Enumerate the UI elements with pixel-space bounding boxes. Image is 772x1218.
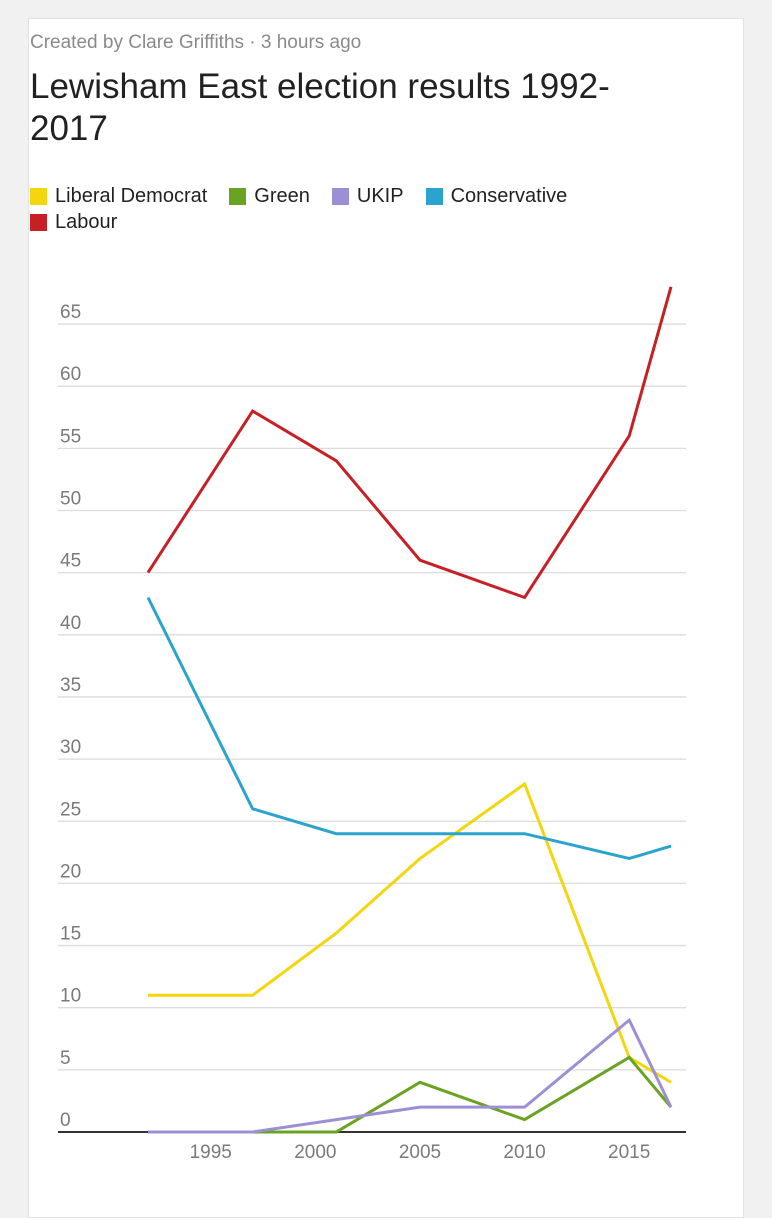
x-tick-label: 2000 [294,1142,336,1163]
legend-label: UKIP [356,184,404,207]
chart-card [28,18,744,1218]
legend-label: Liberal Democrat [55,184,208,207]
legend-label: Green [254,184,310,207]
series-line-liberal-democrat [148,781,672,1084]
y-tick-label: 55 [60,426,81,447]
legend-swatch [30,213,47,231]
legend-swatch [331,187,349,205]
legend-item-labour[interactable]: Labour [30,211,117,234]
y-tick-label: 50 [60,489,81,510]
y-tick-label: 60 [60,364,81,385]
legend-swatch [30,187,47,205]
legend-label: Conservative [450,184,568,207]
series-line-conservative [146,596,672,861]
legend-row-2: Labour [30,209,670,235]
series-line-ukip [148,1017,673,1134]
series-line-green [148,1055,673,1134]
legend-swatch [425,187,443,205]
x-axis: 1995 2000 2005 2010 2015 [58,1131,686,1163]
legend-item-ukip[interactable]: UKIP [331,184,404,208]
legend-row-1: Liberal Democrat Green UKIP Conservative [30,183,670,209]
x-tick-label: 2010 [503,1142,545,1163]
y-tick-label: 40 [60,613,81,634]
legend-item-conservative[interactable]: Conservative [425,184,568,208]
legend-item-liberal-democrat[interactable]: Liberal Democrat [30,185,207,208]
created-by-caption: Created by Clare Griffiths · 3 hours ago [30,32,362,53]
y-tick-label: 45 [60,551,81,572]
x-tick-label: 2005 [399,1142,441,1163]
legend-item-green[interactable]: Green [229,185,310,208]
legend-label: Labour [55,210,118,233]
y-tick-label: 15 [60,924,81,945]
legend: Liberal Democrat Green UKIP Conservative… [30,183,670,235]
gridlines [58,323,686,1071]
x-tick-label: 1995 [190,1142,232,1163]
y-axis: 0 5 10 15 20 25 30 35 40 45 50 55 60 65 [60,302,81,1131]
x-tick-label: 2015 [608,1142,650,1163]
y-tick-label: 25 [60,799,81,820]
series-lines [146,286,673,1134]
y-tick-label: 30 [60,737,81,758]
y-tick-label: 5 [60,1048,71,1069]
y-tick-label: 10 [60,986,81,1007]
y-tick-label: 65 [60,302,81,323]
y-tick-label: 20 [60,861,81,882]
y-tick-label: 0 [60,1110,71,1131]
chart-title: Lewisham East election results 1992-2017 [30,67,610,148]
legend-swatch [229,187,247,205]
y-tick-label: 35 [60,675,81,696]
series-line-labour [146,286,673,600]
